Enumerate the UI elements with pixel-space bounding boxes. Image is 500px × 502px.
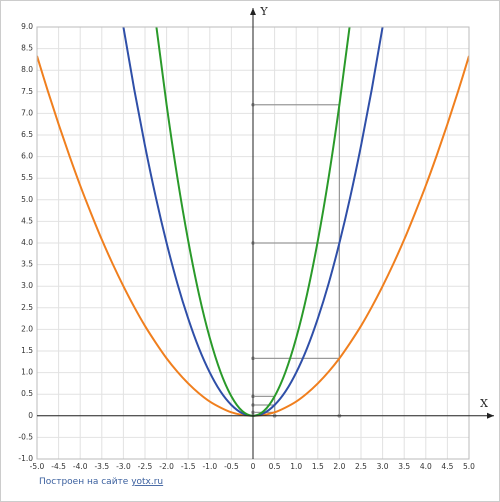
y-tick-label: 5.5 <box>21 173 33 182</box>
x-tick-label: 4.5 <box>441 462 453 471</box>
x-tick-label: -1.5 <box>181 462 196 471</box>
x-tick-label: -1.0 <box>202 462 217 471</box>
y-tick-label: 8.5 <box>21 44 33 53</box>
x-tick-label: -3.0 <box>116 462 131 471</box>
x-tick-label: -0.5 <box>224 462 239 471</box>
x-tick-label: 3.0 <box>377 462 389 471</box>
y-tick-label: 0 <box>28 411 33 420</box>
y-tick-label: 3.5 <box>21 260 33 269</box>
x-tick-label: 0 <box>251 462 256 471</box>
footer-text: Построен на сайте yotx.ru <box>39 477 163 487</box>
footer-link[interactable]: yotx.ru <box>131 477 163 487</box>
x-tick-label: -4.5 <box>51 462 66 471</box>
x-axis-arrow <box>487 412 494 419</box>
y-tick-label: 5.0 <box>21 195 33 204</box>
y-tick-label: 6.5 <box>21 130 33 139</box>
y-tick-label: 4.5 <box>21 216 33 225</box>
y-tick-label: 8.0 <box>21 65 33 74</box>
x-tick-label: 5.0 <box>463 462 475 471</box>
x-tick-label: 4.0 <box>420 462 432 471</box>
y-tick-label: 3.0 <box>21 281 33 290</box>
x-tick-label: 3.5 <box>398 462 410 471</box>
y-tick-label: 6.0 <box>21 152 33 161</box>
y-tick-label: 7.0 <box>21 108 33 117</box>
y-tick-label: 2.5 <box>21 303 33 312</box>
x-tick-label: -3.5 <box>94 462 109 471</box>
y-tick-label: -0.5 <box>18 432 33 441</box>
y-tick-label: 0.5 <box>21 389 33 398</box>
x-tick-label: 1.0 <box>290 462 302 471</box>
x-tick-label: 2.0 <box>333 462 345 471</box>
x-tick-label: -4.0 <box>73 462 88 471</box>
x-tick-label: -2.0 <box>159 462 174 471</box>
y-axis-arrow <box>250 8 256 15</box>
y-tick-label: -1.0 <box>18 454 33 463</box>
y-tick-label: 9.0 <box>21 22 33 31</box>
x-tick-label: 0.5 <box>269 462 281 471</box>
x-tick-label: 1.5 <box>312 462 324 471</box>
x-tick-label: 2.5 <box>355 462 367 471</box>
footer-label: Построен на сайте <box>39 477 131 487</box>
y-axis-label: Y <box>259 5 268 18</box>
x-tick-label: -2.5 <box>138 462 153 471</box>
y-tick-label: 4.0 <box>21 238 33 247</box>
x-axis-label: X <box>480 397 488 410</box>
y-tick-label: 1.5 <box>21 346 33 355</box>
y-tick-label: 2.0 <box>21 324 33 333</box>
y-tick-label: 7.5 <box>21 87 33 96</box>
x-tick-label: -5.0 <box>30 462 45 471</box>
y-tick-label: 1.0 <box>21 368 33 377</box>
